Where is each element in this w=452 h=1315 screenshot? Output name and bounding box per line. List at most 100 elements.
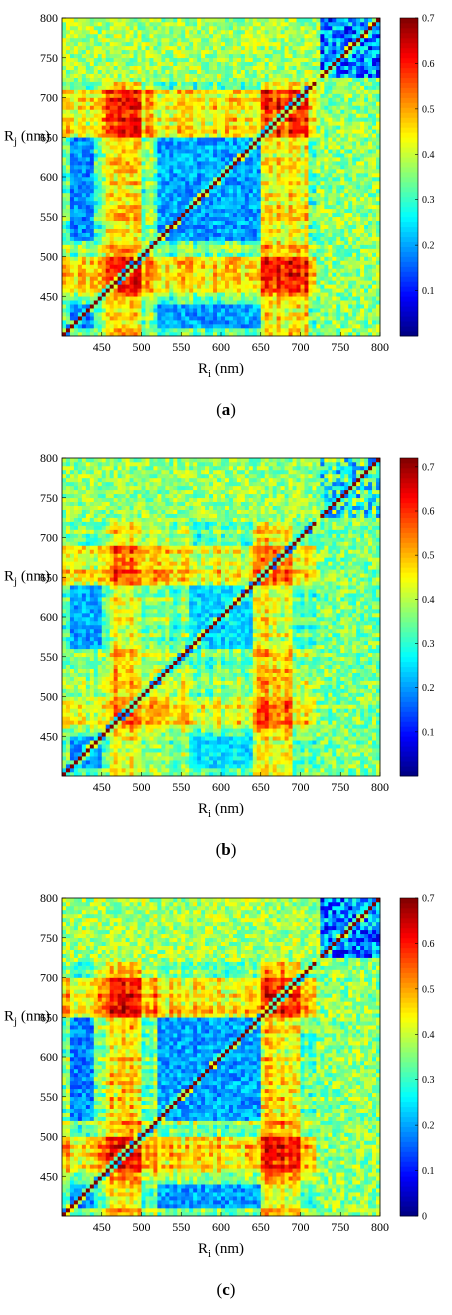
heatmap-cell [133,268,138,273]
heatmap-cell [201,216,206,222]
heatmap-cell [280,188,285,194]
heatmap-cell [181,97,186,102]
heatmap-cell [149,113,154,118]
heatmap-cell [248,61,254,66]
heatmap-cell [288,97,293,102]
heatmap-cell [201,117,206,122]
heatmap-cell [288,18,293,23]
heatmap-cell [85,292,91,297]
heatmap-cell [272,324,277,329]
heatmap-cell [117,137,122,142]
heatmap-cell [93,45,99,51]
heatmap-cell [284,316,289,321]
heatmap-cell [217,292,222,297]
heatmap-cell [133,165,138,170]
heatmap-cell [304,61,309,66]
heatmap-cell [105,161,110,166]
heatmap-cell [149,312,154,317]
heatmap-cell [121,169,126,174]
heatmap-cell [276,81,281,86]
heatmap-cell [205,129,210,134]
heatmap-cell [117,200,122,206]
heatmap-cell [185,173,190,178]
heatmap-cell [280,200,285,206]
heatmap-cell [276,228,281,233]
heatmap-cell [228,228,234,233]
heatmap-cell [189,332,194,337]
heatmap-cell [300,300,305,305]
heatmap-cell [81,21,87,27]
heatmap-cell [213,296,218,301]
heatmap-cell [101,296,107,301]
heatmap-cell [256,37,262,43]
heatmap-cell [280,165,285,170]
heatmap-cell [181,332,186,337]
heatmap-cell [169,73,174,78]
heatmap-cell [133,61,138,66]
heatmap-cell [153,129,158,134]
heatmap-cell [117,332,122,337]
heatmap-cell [189,292,194,297]
heatmap-cell [213,332,218,337]
heatmap-cell [65,316,71,321]
heatmap-cell [201,228,206,233]
heatmap-cell [62,228,67,233]
heatmap-cell [252,296,258,301]
heatmap-cell [97,328,103,333]
heatmap-cell [240,29,246,35]
heatmap-cell [264,300,270,305]
heatmap-cell [304,117,309,122]
heatmap-cell [101,173,107,178]
heatmap-cell [240,304,246,309]
heatmap-cell [62,224,67,229]
heatmap-cell [69,200,75,206]
heatmap-cell [129,121,134,126]
heatmap-cell [161,29,166,35]
heatmap-cell [236,89,242,94]
heatmap-cell [157,284,162,289]
heatmap-cell [288,53,293,59]
heatmap-cell [137,236,142,241]
heatmap-cell [264,236,270,241]
heatmap-cell [221,200,226,206]
heatmap-cell [69,288,75,293]
heatmap-cell [244,188,250,194]
heatmap-cell [197,18,202,23]
heatmap-cell [292,109,297,114]
heatmap-cell [304,196,309,202]
heatmap-cell [141,153,146,158]
heatmap-cell [117,300,122,305]
heatmap-cell [240,300,246,305]
heatmap-cell [81,272,87,277]
heatmap-cell [157,328,162,333]
heatmap-cell [89,304,95,309]
heatmap-cell [205,204,210,210]
heatmap-cell [264,264,270,269]
heatmap-cell [185,268,190,273]
heatmap-cell [81,29,87,35]
heatmap-cell [284,153,289,158]
heatmap-cell [105,308,110,313]
heatmap-cell [292,133,297,138]
heatmap-cell [69,133,75,138]
heatmap-cell [69,177,75,182]
heatmap-cell [236,192,242,198]
heatmap-cell [224,165,230,170]
heatmap-cell [73,200,79,206]
heatmap-cell [236,244,242,249]
heatmap-cell [221,97,226,102]
heatmap-cell [304,141,309,146]
heatmap-cell [121,101,126,106]
heatmap-cell [157,49,162,55]
heatmap-cell [240,141,246,146]
heatmap-cell [73,224,79,229]
heatmap-cell [69,332,75,337]
heatmap-cell [205,304,210,309]
heatmap-cell [109,133,114,138]
heatmap-cell [145,264,150,269]
heatmap-cell [89,268,95,273]
heatmap-cell [272,244,277,249]
heatmap-cell [300,188,305,194]
heatmap-cell [288,133,293,138]
heatmap-cell [69,137,75,142]
